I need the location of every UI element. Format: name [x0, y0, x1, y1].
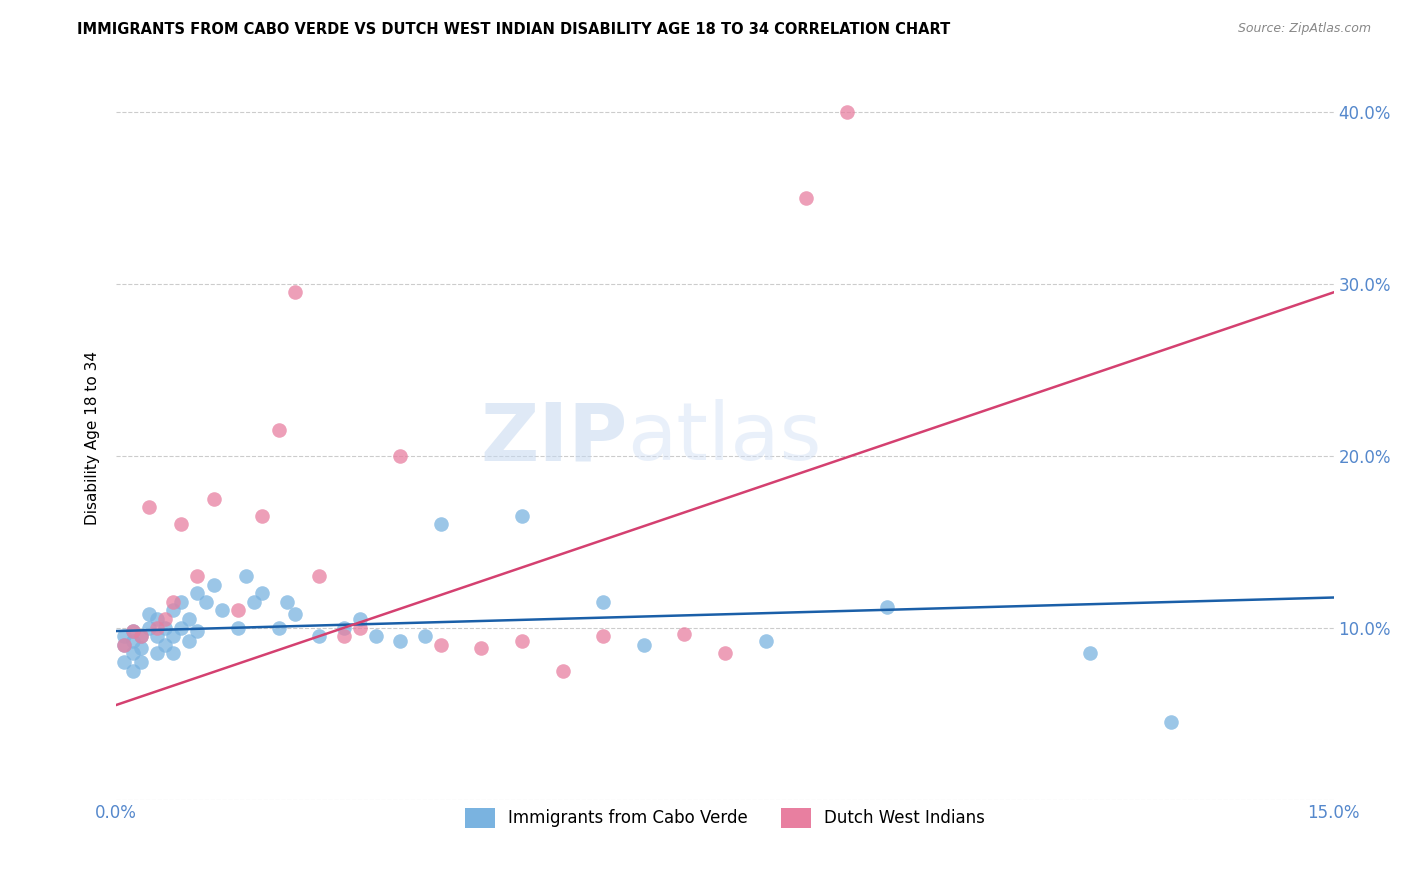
Point: [252, 508, 274, 523]
Point: [551, 664, 574, 678]
Point: [162, 629, 184, 643]
Point: [129, 629, 152, 643]
Point: [162, 603, 184, 617]
Point: [121, 634, 143, 648]
Point: [146, 646, 169, 660]
Point: [284, 285, 307, 300]
Point: [226, 603, 249, 617]
Point: [170, 621, 193, 635]
Point: [112, 629, 135, 643]
Point: [121, 664, 143, 678]
Point: [276, 595, 298, 609]
Point: [146, 629, 169, 643]
Point: [153, 621, 176, 635]
Point: [186, 586, 208, 600]
Point: [835, 104, 858, 119]
Point: [673, 627, 696, 641]
Point: [332, 629, 354, 643]
Point: [186, 624, 208, 638]
Point: [308, 629, 330, 643]
Point: [129, 655, 152, 669]
Point: [1078, 646, 1101, 660]
Point: [430, 517, 453, 532]
Point: [153, 612, 176, 626]
Point: [267, 423, 290, 437]
Point: [179, 612, 201, 626]
Point: [129, 641, 152, 656]
Point: [121, 646, 143, 660]
Point: [162, 646, 184, 660]
Point: [267, 621, 290, 635]
Point: [754, 634, 776, 648]
Point: [794, 191, 817, 205]
Point: [153, 638, 176, 652]
Point: [349, 612, 371, 626]
Point: [308, 569, 330, 583]
Point: [202, 577, 225, 591]
Point: [112, 638, 135, 652]
Point: [1160, 715, 1182, 730]
Text: Source: ZipAtlas.com: Source: ZipAtlas.com: [1237, 22, 1371, 36]
Point: [146, 612, 169, 626]
Point: [714, 646, 737, 660]
Point: [389, 634, 412, 648]
Point: [202, 491, 225, 506]
Text: IMMIGRANTS FROM CABO VERDE VS DUTCH WEST INDIAN DISABILITY AGE 18 TO 34 CORRELAT: IMMIGRANTS FROM CABO VERDE VS DUTCH WEST…: [77, 22, 950, 37]
Point: [349, 621, 371, 635]
Point: [112, 638, 135, 652]
Text: ZIP: ZIP: [481, 400, 627, 477]
Point: [243, 595, 266, 609]
Y-axis label: Disability Age 18 to 34: Disability Age 18 to 34: [86, 351, 100, 525]
Point: [633, 638, 655, 652]
Point: [194, 595, 217, 609]
Point: [211, 603, 233, 617]
Point: [413, 629, 436, 643]
Point: [170, 517, 193, 532]
Point: [235, 569, 257, 583]
Point: [162, 595, 184, 609]
Point: [112, 655, 135, 669]
Point: [138, 500, 160, 515]
Text: atlas: atlas: [627, 400, 823, 477]
Point: [186, 569, 208, 583]
Point: [170, 595, 193, 609]
Point: [138, 607, 160, 621]
Point: [510, 634, 533, 648]
Point: [389, 449, 412, 463]
Point: [430, 638, 453, 652]
Point: [146, 621, 169, 635]
Point: [138, 621, 160, 635]
Point: [121, 624, 143, 638]
Point: [876, 599, 898, 614]
Point: [332, 621, 354, 635]
Point: [592, 595, 614, 609]
Point: [592, 629, 614, 643]
Point: [470, 641, 492, 656]
Point: [284, 607, 307, 621]
Point: [129, 629, 152, 643]
Legend: Immigrants from Cabo Verde, Dutch West Indians: Immigrants from Cabo Verde, Dutch West I…: [458, 801, 993, 835]
Point: [252, 586, 274, 600]
Point: [226, 621, 249, 635]
Point: [121, 624, 143, 638]
Point: [179, 634, 201, 648]
Point: [510, 508, 533, 523]
Point: [364, 629, 387, 643]
